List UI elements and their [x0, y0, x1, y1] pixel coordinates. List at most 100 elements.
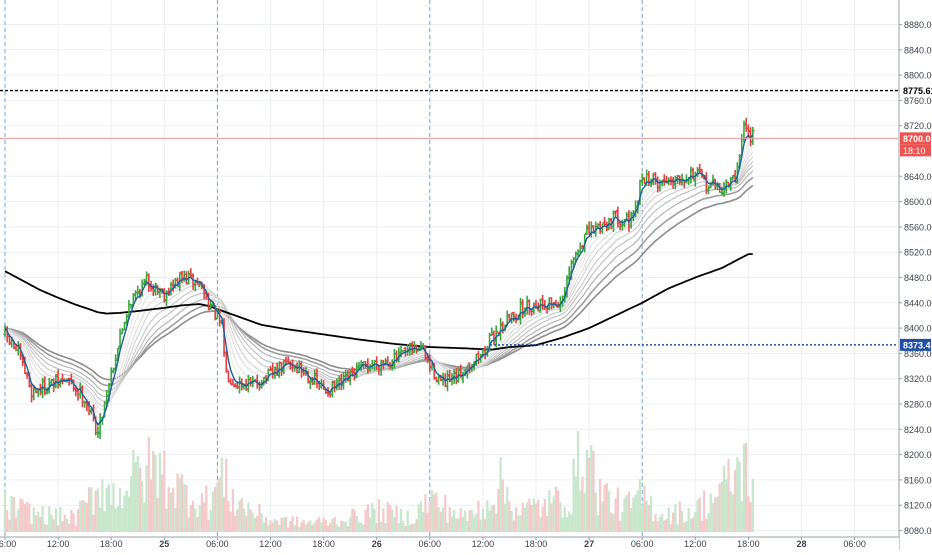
volume-bar: [276, 520, 279, 532]
volume-bar: [388, 504, 392, 532]
volume-bar: [472, 516, 476, 532]
volume-bar: [172, 487, 175, 532]
volume-bar: [526, 502, 529, 532]
volume-bar: [103, 511, 106, 532]
price-tick-label: 8720.00: [904, 121, 932, 131]
volume-bar: [23, 503, 27, 532]
volume-bar: [211, 491, 215, 532]
volume-bar: [466, 521, 469, 532]
countdown-text: 18:10: [903, 146, 926, 156]
time-axis[interactable]: 06:00 12:00 18:00 25 06:00 12:00 18:00 26 06:00 1…: [0, 536, 899, 550]
volume-bar: [594, 492, 597, 532]
volume-bar: [251, 512, 254, 532]
volume-bar: [439, 511, 442, 532]
volume-bar: [470, 509, 473, 532]
volume-bar: [145, 465, 148, 532]
volume-bar: [138, 467, 142, 532]
volume-bar: [579, 490, 582, 532]
volume-bar: [220, 457, 223, 532]
horizontal-lines[interactable]: [0, 89, 898, 346]
volume-bar: [373, 508, 376, 532]
volume-bar: [180, 474, 184, 532]
volume-bar: [344, 521, 347, 532]
volume-bar: [435, 492, 438, 532]
volume-bar: [661, 514, 664, 532]
volume-bar: [689, 518, 692, 532]
volume-bar: [3, 491, 7, 532]
volume-bar: [468, 510, 471, 532]
volume-bar: [441, 507, 445, 532]
volume-bar: [554, 486, 558, 532]
volume-bar: [112, 483, 115, 532]
candle[interactable]: [153, 282, 158, 296]
volume-bar: [284, 516, 288, 532]
volume-bar: [191, 500, 195, 532]
price-tick-label: 8760.00: [904, 96, 932, 106]
volume-bar: [674, 503, 677, 532]
volume-bar: [304, 524, 307, 532]
volume-bar: [326, 525, 330, 532]
volume-bar: [705, 518, 708, 532]
volume-bar: [90, 487, 93, 532]
candle[interactable]: [224, 350, 229, 373]
price-tick-label: 8200.00: [904, 450, 932, 460]
volume-bar: [149, 479, 153, 532]
volume-bar: [477, 500, 480, 532]
time-tick-label: 06:00: [419, 539, 442, 549]
volume-bar: [430, 490, 434, 532]
volume-bar: [751, 478, 754, 532]
volume-bar: [703, 490, 706, 532]
candle[interactable]: [578, 242, 583, 255]
volume-bar: [630, 507, 633, 532]
volume-bar: [534, 503, 538, 532]
volume-bar: [437, 507, 440, 532]
volume-bar: [178, 477, 181, 532]
volume-bar: [335, 524, 338, 532]
volume-bar: [669, 524, 673, 532]
volume-bar: [384, 523, 387, 532]
current-price-tag[interactable]: 8700.00: [900, 132, 932, 145]
volume-bar: [289, 521, 292, 532]
volume-bar: [45, 524, 49, 532]
volume-bar: [607, 491, 611, 532]
alert-level-tag[interactable]: 8775.61: [900, 84, 932, 97]
volume-bar: [364, 509, 367, 532]
volume-bar: [125, 490, 128, 532]
volume-bar: [714, 497, 717, 532]
volume-bar: [141, 481, 144, 532]
volume-bar: [61, 521, 64, 532]
volume-bar: [262, 522, 265, 532]
volume-bar: [271, 522, 274, 532]
time-tick-label: 12:00: [472, 539, 495, 549]
volume-bar: [711, 503, 715, 532]
support-level-tag[interactable]: 8373.47: [900, 338, 932, 351]
volume-bar: [722, 465, 726, 532]
time-tick-label: 25: [159, 539, 169, 549]
volume-bar: [523, 507, 527, 532]
volume-bar: [649, 496, 653, 532]
volume-bar: [561, 517, 564, 532]
time-axis-bg: [0, 537, 899, 550]
volume-bar: [14, 517, 18, 532]
volume-bar: [160, 474, 164, 532]
price-tick-label: 8080.00: [904, 526, 932, 536]
volume-bar: [346, 526, 350, 532]
volume-bar: [242, 508, 246, 532]
volume-bar: [165, 508, 168, 532]
volume-bar: [406, 510, 409, 532]
volume-bar: [501, 479, 504, 532]
volume-bar: [169, 492, 173, 532]
fast-ma-path: [4, 134, 754, 427]
volume-bar: [417, 504, 420, 532]
volume-bar: [691, 517, 695, 532]
candle[interactable]: [118, 328, 123, 351]
time-tick-label: 12:00: [47, 539, 70, 549]
volume-bar: [495, 513, 498, 532]
volume-bar: [32, 507, 35, 532]
volume-bar: [685, 521, 688, 532]
volume-bar: [340, 520, 343, 532]
price-axis[interactable]: 8080.00 8120.00 8160.00 8200.00 8240.00 8280.…: [898, 0, 932, 550]
volume-bar: [625, 495, 628, 532]
